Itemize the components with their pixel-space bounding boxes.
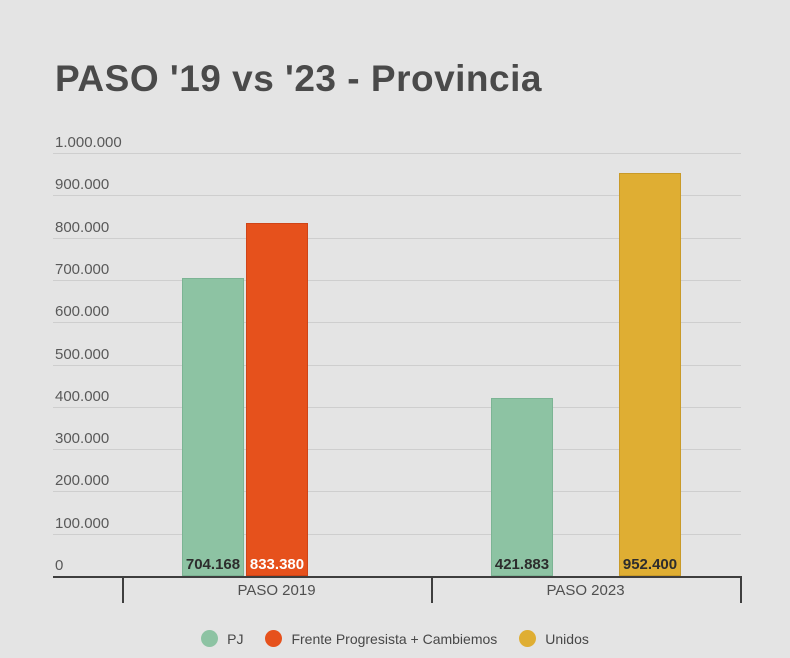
- gridline: [53, 237, 741, 239]
- x-axis-baseline: [53, 576, 741, 578]
- gridline: [53, 195, 741, 197]
- gridline: [53, 491, 741, 493]
- x-axis-label: PASO 2023: [546, 582, 625, 599]
- bar-value-label: 421.883: [494, 556, 550, 573]
- legend-label: Frente Progresista + Cambiemos: [291, 630, 498, 647]
- legend-swatch-icon: [265, 630, 283, 647]
- bar-unidos-paso-2023: [619, 173, 681, 576]
- y-axis-label: 300.000: [55, 430, 110, 448]
- x-axis-tick: [431, 576, 433, 603]
- chart-title: PASO '19 vs '23 - Provincia: [55, 58, 542, 99]
- bar-pj-paso-2019: [182, 278, 244, 576]
- y-axis-label: 100.000: [55, 514, 110, 532]
- y-axis-label: 500.000: [55, 345, 110, 363]
- bar-value-label: 952.400: [622, 556, 678, 573]
- legend-swatch-icon: [201, 630, 219, 647]
- legend-label: PJ: [227, 630, 244, 647]
- y-axis-label: 400.000: [55, 387, 110, 405]
- y-axis-label: 600.000: [55, 303, 110, 321]
- y-axis-label: 900.000: [55, 176, 110, 194]
- legend-item-unidos: Unidos: [519, 630, 589, 647]
- legend-item-frente-progresista-cambiemos: Frente Progresista + Cambiemos: [265, 630, 497, 647]
- gridline: [53, 153, 741, 154]
- gridline: [53, 449, 741, 451]
- y-axis-label: 1.000.000: [55, 134, 122, 151]
- gridline: [53, 364, 741, 366]
- gridline: [53, 279, 741, 281]
- x-axis-tick: [122, 576, 124, 603]
- gridline: [53, 322, 741, 324]
- y-axis-label: 0: [55, 557, 64, 574]
- x-axis-label: PASO 2019: [237, 582, 316, 599]
- bar-value-label: 833.380: [249, 556, 305, 573]
- legend-item-pj: PJ: [201, 630, 243, 647]
- y-axis-label: 700.000: [55, 260, 110, 278]
- legend-swatch-icon: [519, 630, 537, 647]
- bar-value-label: 704.168: [185, 556, 241, 573]
- legend: PJ Frente Progresista + Cambiemos Unidos: [0, 630, 790, 647]
- bar-pj-paso-2023: [491, 398, 553, 576]
- gridline: [53, 533, 741, 535]
- x-axis-tick: [740, 576, 742, 603]
- y-axis-label: 800.000: [55, 218, 110, 236]
- legend-label: Unidos: [545, 630, 589, 647]
- gridline: [53, 406, 741, 408]
- y-axis-label: 200.000: [55, 472, 110, 490]
- bar-frente-progresista-cambiemos-paso-2019: [246, 223, 308, 576]
